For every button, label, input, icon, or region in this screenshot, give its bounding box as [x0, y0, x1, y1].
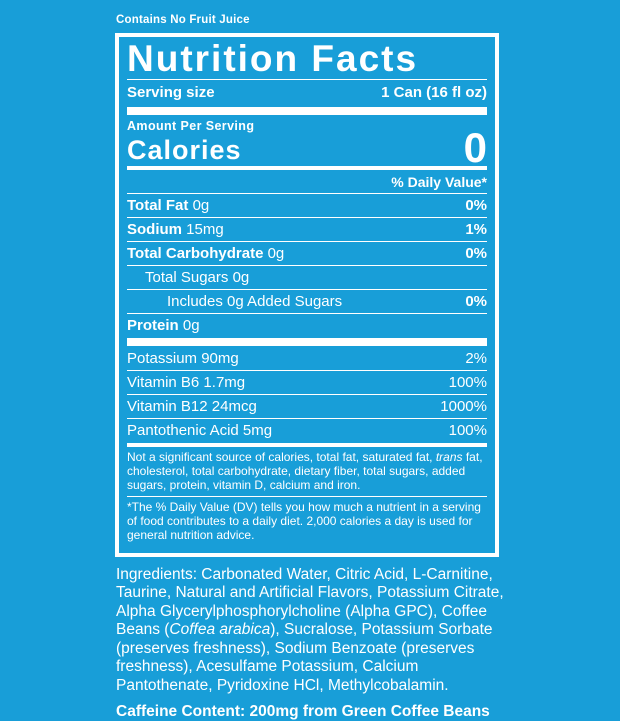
nutrient-dv: 0%	[465, 245, 487, 262]
vitamin-dv: 1000%	[440, 398, 487, 415]
nutrient-name-amount: Total Fat 0g	[127, 197, 210, 214]
nutrient-row-added-sugars: Includes 0g Added Sugars 0%	[127, 289, 487, 313]
nutrition-facts-box: Nutrition Facts Serving size 1 Can (16 f…	[115, 33, 499, 557]
ingredients-paragraph: Ingredients: Carbonated Water, Citric Ac…	[116, 565, 508, 694]
serving-size-value: 1 Can (16 fl oz)	[381, 84, 487, 101]
calories-label: Calories	[127, 135, 242, 165]
can-label-panel: Contains No Fruit Juice Nutrition Facts …	[115, 14, 504, 720]
nutrient-dv: 0%	[465, 293, 487, 310]
nutrient-name-amount: Protein 0g	[127, 317, 200, 334]
nutrient-dv: 1%	[465, 221, 487, 238]
divider	[127, 496, 487, 498]
divider	[127, 79, 487, 80]
serving-size-label: Serving size	[127, 84, 215, 101]
vitamin-row-potassium: Potassium 90mg 2%	[127, 347, 487, 370]
daily-value-header: % Daily Value*	[391, 174, 487, 190]
vitamin-dv: 2%	[465, 350, 487, 367]
calories-value: 0	[463, 124, 487, 171]
thick-divider	[127, 338, 487, 346]
vitamin-dv: 100%	[448, 374, 487, 391]
vitamin-name: Vitamin B6 1.7mg	[127, 374, 246, 391]
nutrient-name-amount: Sodium 15mg	[127, 221, 224, 238]
nutrient-row-sodium: Sodium 15mg 1%	[127, 217, 487, 241]
medium-divider	[127, 443, 487, 447]
nutrient-dv: 0%	[465, 197, 487, 214]
nutrient-name-amount: Total Sugars 0g	[145, 269, 250, 286]
vitamin-row-b12: Vitamin B12 24mcg 1000%	[127, 394, 487, 418]
nutrient-name-amount: Includes 0g Added Sugars	[167, 293, 343, 310]
nutrition-facts-title: Nutrition Facts	[127, 38, 419, 79]
daily-value-footnote: *The % Daily Value (DV) tells you how mu…	[127, 500, 481, 542]
caffeine-content-line: Caffeine Content: 200mg from Green Coffe…	[116, 703, 490, 721]
calories-row: Calories 0	[127, 124, 487, 171]
serving-size-row: Serving size 1 Can (16 fl oz)	[127, 80, 487, 106]
vitamin-name: Potassium 90mg	[127, 350, 239, 367]
vitamin-name: Pantothenic Acid 5mg	[127, 422, 273, 439]
vitamin-row-b6: Vitamin B6 1.7mg 100%	[127, 370, 487, 394]
medium-divider	[127, 166, 487, 170]
amount-per-serving-label: Amount Per Serving	[127, 119, 255, 133]
nutrient-row-total-sugars: Total Sugars 0g	[127, 265, 487, 289]
nutrient-row-total-carbohydrate: Total Carbohydrate 0g 0%	[127, 241, 487, 265]
nutrient-row-total-fat: Total Fat 0g 0%	[127, 193, 487, 217]
nutrient-row-protein: Protein 0g	[127, 313, 487, 337]
vitamin-row-pantothenic-acid: Pantothenic Acid 5mg 100%	[127, 418, 487, 442]
thick-divider	[127, 107, 487, 115]
vitamin-dv: 100%	[448, 422, 487, 439]
contains-no-fruit-juice-note: Contains No Fruit Juice	[116, 14, 250, 26]
not-significant-source-footnote: Not a significant source of calories, to…	[127, 450, 486, 492]
nutrient-name-amount: Total Carbohydrate 0g	[127, 245, 285, 262]
vitamin-name: Vitamin B12 24mcg	[127, 398, 257, 415]
